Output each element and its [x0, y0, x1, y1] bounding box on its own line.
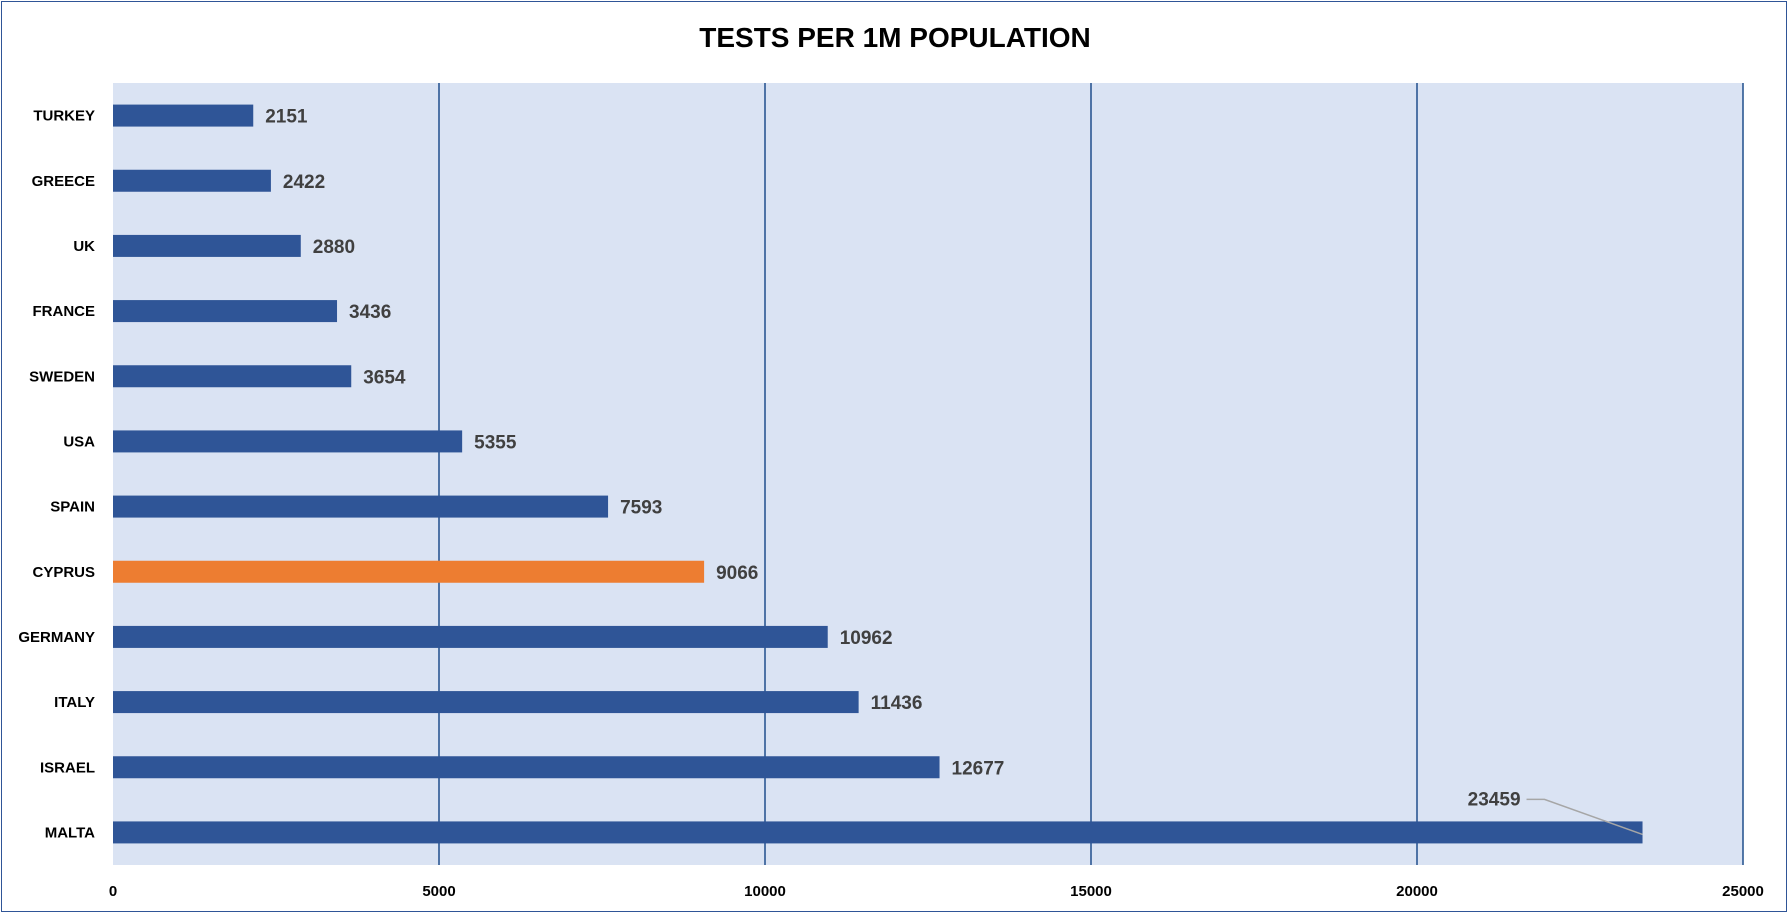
bar-greece: [113, 169, 271, 192]
x-tick-label: 10000: [744, 883, 786, 900]
category-label: SPAIN: [50, 499, 95, 516]
gridlines: [438, 83, 1744, 865]
bar-sweden: [113, 365, 352, 388]
x-tick-label: 5000: [422, 883, 455, 900]
data-label: 2151: [265, 107, 308, 128]
bar-germany: [113, 625, 828, 648]
category-label: USA: [63, 433, 95, 450]
bar-france: [113, 300, 338, 323]
bar-usa: [113, 430, 463, 453]
x-tick-label: 0: [109, 883, 117, 900]
category-label: GERMANY: [18, 629, 95, 646]
data-labels: 2151 2422 2880 3436 3654 5355 7593 9066 10962 114…: [265, 107, 1643, 836]
data-label: 2880: [313, 237, 355, 258]
bar-turkey: [113, 104, 254, 127]
data-label: 3654: [363, 367, 406, 388]
bar-malta: [113, 821, 1643, 844]
leader-line: [1526, 798, 1643, 836]
category-label: FRANCE: [33, 303, 96, 320]
plot-area: [113, 83, 1743, 865]
category-label: ITALY: [54, 694, 95, 711]
data-label: 3436: [349, 302, 391, 323]
bar-uk: [113, 234, 301, 257]
data-label: 7593: [620, 498, 662, 519]
x-tick-label: 20000: [1396, 883, 1438, 900]
data-label: 5355: [474, 432, 517, 453]
data-label: 9066: [716, 563, 758, 584]
data-label: 10962: [840, 628, 893, 649]
x-tick-label: 15000: [1070, 883, 1112, 900]
category-label: CYPRUS: [32, 564, 95, 581]
bar-italy: [113, 691, 859, 714]
data-label: 12677: [952, 758, 1005, 779]
bar-spain: [113, 495, 609, 518]
data-label: 2422: [283, 172, 325, 193]
x-axis-ticks: 0 5000 10000 15000 20000 25000: [109, 883, 1764, 900]
category-label: MALTA: [45, 824, 95, 841]
bar-cyprus: [113, 560, 705, 583]
bars: [113, 104, 1643, 844]
category-label: TURKEY: [33, 108, 95, 125]
category-label: UK: [73, 238, 95, 255]
bar-israel: [113, 756, 940, 779]
category-labels: TURKEY GREECE UK FRANCE SWEDEN USA SPAIN CYPRUS…: [18, 108, 95, 842]
data-label: 23459: [1468, 789, 1521, 810]
data-label: 11436: [871, 693, 923, 714]
x-tick-label: 25000: [1722, 883, 1764, 900]
category-label: ISRAEL: [40, 759, 95, 776]
category-label: SWEDEN: [29, 368, 95, 385]
chart-title: TESTS PER 1M POPULATION: [699, 22, 1091, 53]
category-label: GREECE: [32, 173, 95, 190]
